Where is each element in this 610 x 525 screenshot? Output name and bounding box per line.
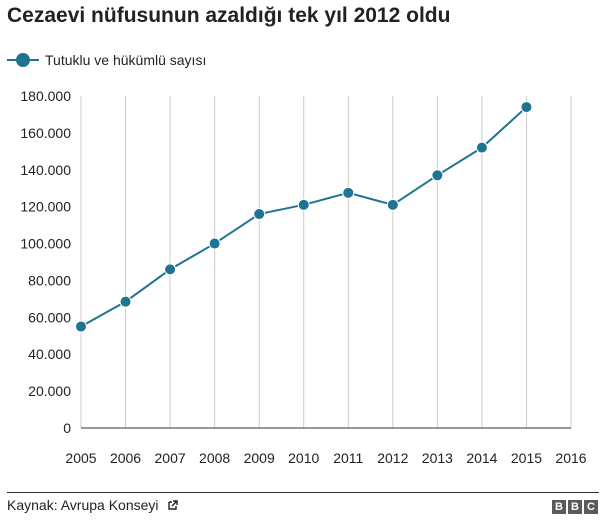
x-tick-label: 2007 [155, 450, 186, 466]
y-tick-label: 120.000 [20, 199, 71, 215]
data-point [297, 198, 310, 211]
x-tick-label: 2009 [244, 450, 275, 466]
data-point [208, 237, 221, 250]
y-tick-label: 60.000 [28, 309, 71, 325]
legend-label: Tutuklu ve hükümlü sayısı [45, 52, 207, 68]
y-axis-labels: 0 20.000 40.000 60.000 80.000 100.000 120.000 1… [20, 88, 71, 436]
y-tick-label: 40.000 [28, 346, 71, 362]
grid-lines [80, 96, 572, 429]
x-tick-label: 2013 [422, 450, 453, 466]
legend-marker-icon [7, 50, 39, 70]
y-tick-label: 140.000 [20, 162, 71, 178]
external-link-icon[interactable] [167, 499, 179, 511]
y-tick-label: 160.000 [20, 125, 71, 141]
data-point [253, 208, 266, 221]
y-tick-label: 100.000 [20, 236, 71, 252]
data-point [386, 198, 399, 211]
footer-divider [7, 492, 599, 493]
x-tick-label: 2010 [288, 450, 319, 466]
bbc-logo: B B C [552, 500, 598, 514]
chart-title: Cezaevi nüfusunun azaldığı tek yıl 2012 … [7, 4, 451, 27]
y-tick-label: 0 [63, 420, 71, 436]
x-axis-labels: 2005 2006 2007 2008 2009 2010 2011 2012 2013 2014… [65, 450, 586, 466]
y-tick-label: 20.000 [28, 383, 71, 399]
y-tick-label: 180.000 [20, 88, 71, 104]
data-point [475, 141, 488, 154]
legend-dot [16, 53, 30, 67]
x-tick-label: 2012 [377, 450, 408, 466]
data-point [520, 101, 533, 114]
x-tick-label: 2016 [555, 450, 586, 466]
x-tick-label: 2015 [511, 450, 542, 466]
data-point [164, 263, 177, 276]
x-tick-label: 2008 [199, 450, 230, 466]
legend: Tutuklu ve hükümlü sayısı [7, 50, 206, 70]
data-points [75, 101, 533, 333]
bbc-logo-letter: C [584, 500, 598, 514]
line-chart: 0 20.000 40.000 60.000 80.000 100.000 120.000 1… [20, 88, 586, 466]
y-tick-label: 80.000 [28, 272, 71, 288]
x-tick-label: 2014 [466, 450, 497, 466]
source-text[interactable]: Kaynak: Avrupa Konseyi [7, 497, 159, 513]
x-tick-label: 2011 [333, 450, 363, 466]
data-point [75, 320, 87, 333]
bbc-logo-letter: B [568, 500, 582, 514]
data-point [119, 295, 132, 308]
source-note[interactable]: Kaynak: Avrupa Konseyi [7, 497, 179, 513]
data-point [342, 186, 355, 199]
x-tick-label: 2006 [110, 450, 141, 466]
x-tick-label: 2005 [65, 450, 96, 466]
bbc-logo-letter: B [552, 500, 566, 514]
data-point [431, 169, 444, 182]
